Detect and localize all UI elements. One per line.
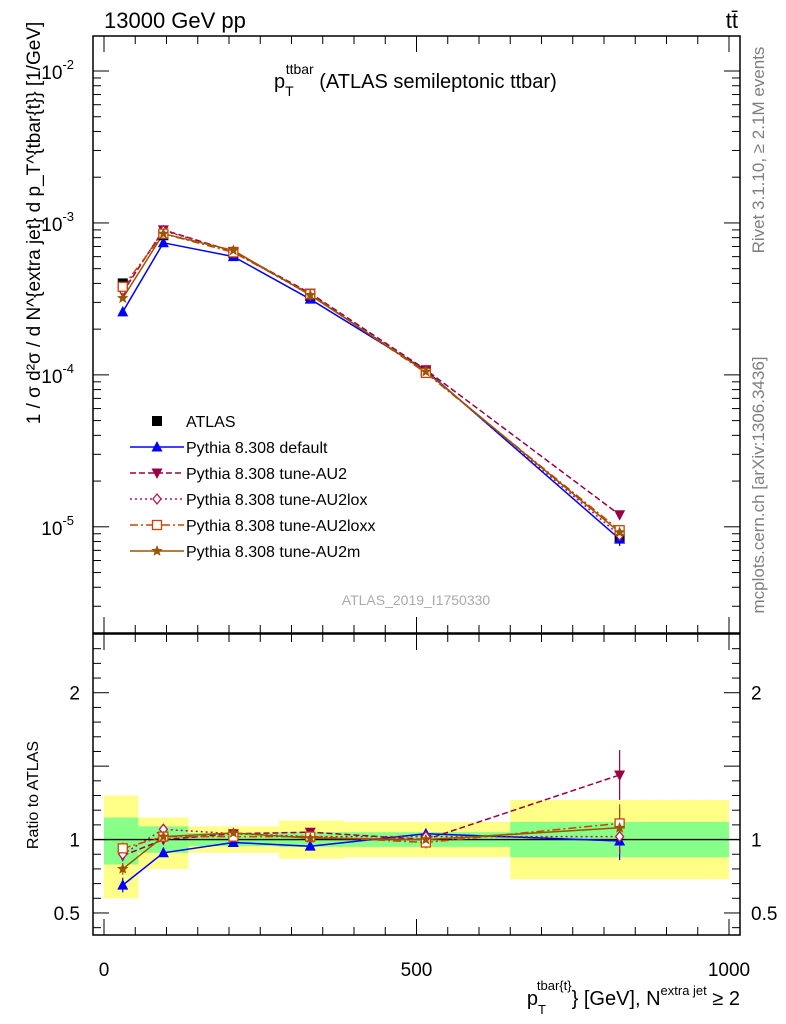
series-marker-0: [117, 305, 129, 317]
ratio-y-tick-label-right: 0.5: [751, 904, 777, 925]
ratio-y-tick-label: 1: [69, 831, 80, 852]
y-tick-label: 10-4: [41, 361, 74, 388]
legend-marker-data: [152, 416, 162, 426]
ratio-marker-3: [117, 843, 128, 854]
ratio-panel: 0.5 0.5 1 1 2 2 0 500 1000: [54, 633, 777, 981]
ratio-y-tick-label-right: 2: [751, 684, 762, 705]
ratio-line-0: [122, 832, 620, 886]
legend-label: Pythia 8.308 tune-AU2m: [186, 544, 360, 561]
series-marker-4: [157, 227, 170, 239]
y-tick-label: 10-2: [41, 57, 74, 84]
series-line-4: [122, 232, 621, 533]
legend: ATLAS Pythia 8.308 default Pythia 8.308 tu…: [130, 414, 375, 561]
ratio-marker-4: [420, 833, 432, 845]
legend-label: Pythia 8.308 default: [186, 440, 328, 457]
series-line-2: [122, 229, 621, 536]
ratio-frame: [92, 633, 741, 936]
legend-label-data: ATLAS: [186, 414, 236, 431]
source-label: mcplots.cern.ch [arXiv:1306.3436]: [749, 356, 768, 613]
legend-marker: [152, 492, 162, 506]
ratio-y-axis-label: Ratio to ATLAS: [25, 741, 42, 849]
ratio-marker-1: [614, 770, 626, 781]
analysis-watermark: ATLAS_2019_I1750330: [342, 592, 491, 608]
ratio-marker-0: [304, 840, 316, 851]
ratio-marker-0: [157, 846, 169, 858]
series-marker-4: [227, 244, 240, 256]
legend-label: Pythia 8.308 tune-AU2lox: [186, 492, 367, 509]
series-marker-4: [304, 289, 316, 300]
ratio-marker-4: [304, 832, 316, 843]
main-title: pTttbar (ATLAS semileptonic ttbar): [274, 61, 557, 99]
ratio-marker-0: [117, 879, 129, 890]
ratio-marker-4: [227, 827, 240, 838]
y-tick-label: 10-3: [41, 209, 74, 236]
ratio-y-tick-label: 0.5: [54, 904, 80, 925]
ratio-marker-4: [157, 830, 170, 842]
legend-label: Pythia 8.308 tune-AU2: [186, 466, 347, 483]
x-axis-label: pTtbar{t}} [GeV], Nextra jet ≥ 2: [527, 978, 740, 1017]
process-label: tt̄: [726, 8, 738, 33]
x-tick-label: 0: [99, 960, 110, 981]
ratio-marker-4: [117, 862, 129, 874]
series-marker-3: [117, 281, 128, 292]
series-marker-4: [420, 365, 432, 377]
series-marker-1: [614, 510, 626, 521]
ratio-line-4: [122, 827, 620, 870]
ratio-marker-4: [613, 821, 626, 833]
main-y-axis-label: 1 / σ d²σ / d N^{extra jet} d p_T^{tbar{…: [24, 22, 45, 425]
y-tick-label: 10-5: [41, 513, 74, 540]
series-marker-4: [117, 292, 129, 303]
ratio-y-tick-label: 2: [69, 684, 80, 705]
series-line-3: [122, 232, 621, 531]
x-tick-label: 500: [401, 960, 433, 981]
legend-marker: [151, 545, 163, 556]
main-panel: 10-5 10-4 10-3 10-2: [41, 35, 741, 634]
ratio-y-tick-label-right: 1: [751, 831, 762, 852]
ratio-line-3: [122, 822, 620, 850]
series-marker-4: [613, 526, 626, 538]
legend-marker: [151, 441, 163, 452]
legend-label: Pythia 8.308 tune-AU2loxx: [186, 518, 375, 535]
energy-label: 13000 GeV pp: [104, 8, 246, 33]
legend-marker: [151, 468, 163, 479]
ratio-marker-2: [614, 830, 625, 843]
rivet-label: Rivet 3.1.10, ≥ 2.1M events: [749, 47, 768, 254]
x-tick-label: 1000: [708, 960, 750, 981]
series-marker-0: [157, 236, 169, 248]
legend-marker: [151, 519, 163, 531]
